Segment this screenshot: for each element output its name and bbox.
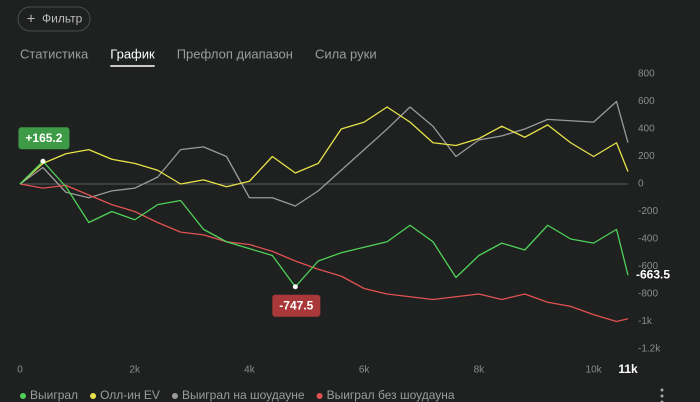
y-tick-label: -200	[638, 206, 658, 217]
filter-button[interactable]	[17, 6, 91, 32]
plus-icon: +	[27, 10, 36, 27]
value-badge-label: -747.5	[279, 298, 313, 312]
x-tick-label: 6k	[359, 365, 371, 376]
legend-dot	[20, 393, 26, 399]
x-tick-label: 11k	[618, 362, 638, 376]
y-tick-label: 200	[638, 151, 655, 162]
y-tick-label: -1k	[638, 316, 653, 327]
value-badge-label: +165.2	[25, 131, 62, 145]
tab[interactable]: Статистика	[20, 46, 89, 61]
x-tick-label: 2k	[129, 365, 141, 376]
tab[interactable]: График	[110, 46, 155, 61]
filter-label: Фильтр	[42, 12, 83, 26]
legend-label: Олл-ин EV	[100, 388, 160, 402]
point-marker	[40, 158, 46, 164]
x-tick-label: 8k	[474, 365, 486, 376]
tab[interactable]: Сила руки	[315, 46, 377, 61]
series-line	[19, 160, 629, 288]
y-tick-label: -600	[638, 261, 658, 272]
x-tick-label: 4k	[244, 365, 256, 376]
more-menu[interactable]	[660, 388, 664, 402]
y-tick-label: 800	[638, 69, 655, 80]
legend-dot	[171, 393, 178, 399]
series-line	[19, 100, 629, 207]
legend-label: Выиграл без шоудауна	[327, 388, 455, 402]
legend-dot	[90, 393, 97, 399]
end-value-label: -663.5	[636, 267, 670, 281]
x-tick-label: 0	[17, 365, 23, 376]
y-tick-label: 600	[638, 96, 655, 107]
point-marker	[292, 284, 298, 290]
y-tick-label: 400	[638, 124, 655, 135]
value-badge	[18, 127, 70, 150]
x-tick-label: 10k	[586, 365, 603, 376]
y-tick-label: 0	[638, 179, 644, 190]
legend-label: Выиграл	[30, 388, 78, 402]
legend-dot	[316, 393, 323, 399]
y-tick-label: -400	[638, 234, 658, 245]
legend-label: Выиграл на шоудауне	[182, 388, 305, 402]
y-tick-label: -1.2k	[638, 344, 661, 355]
y-tick-label: -800	[638, 289, 658, 300]
series-line	[19, 106, 629, 188]
series-line	[19, 183, 629, 323]
tab[interactable]: Префлоп диапазон	[177, 46, 293, 61]
value-badge	[272, 294, 321, 317]
